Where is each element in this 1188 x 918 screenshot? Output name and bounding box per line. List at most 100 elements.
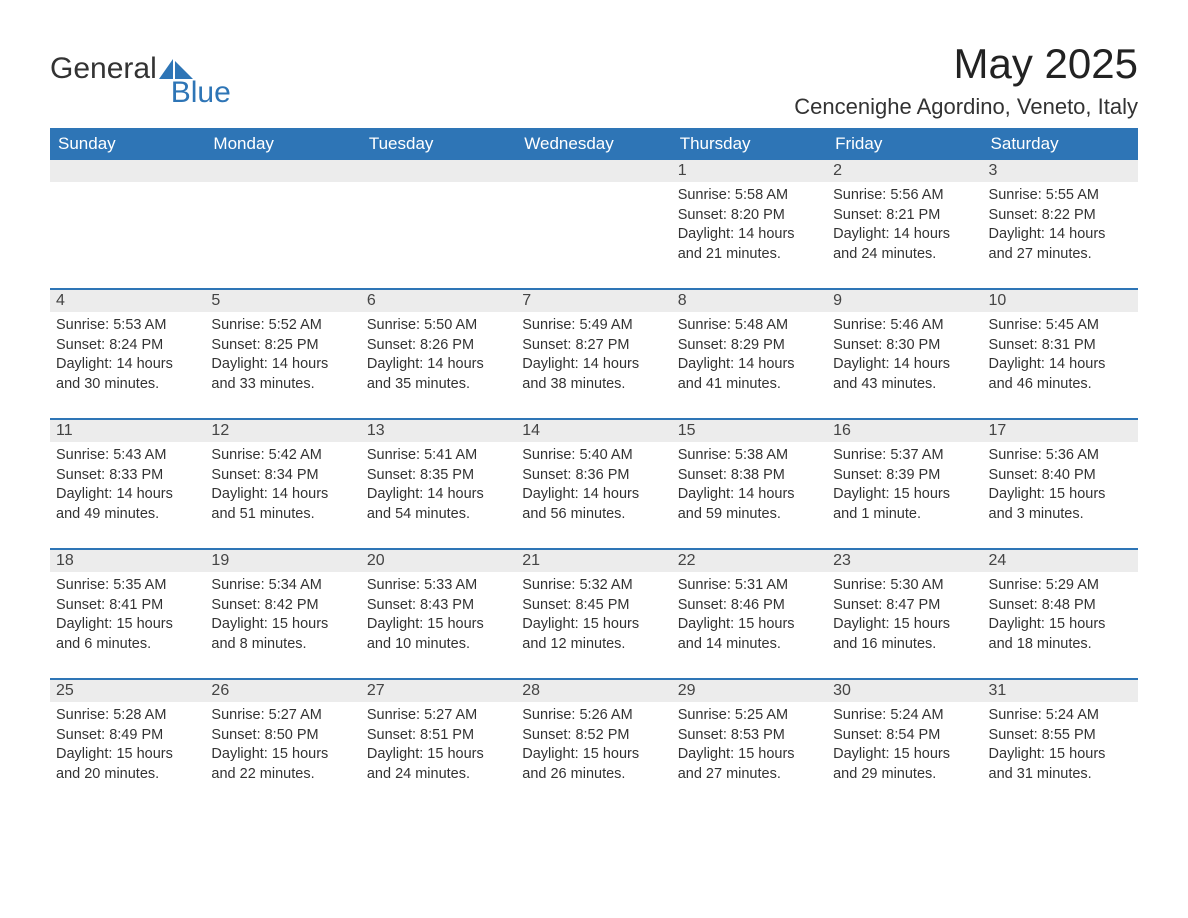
day-number: 31 — [983, 678, 1138, 702]
day-line-sunrise: Sunrise: 5:58 AM — [678, 186, 821, 206]
day-details: Sunrise: 5:34 AMSunset: 8:42 PMDaylight:… — [205, 572, 360, 662]
calendar-day-cell — [205, 160, 360, 288]
day-line-sunset: Sunset: 8:39 PM — [833, 466, 976, 486]
day-number: 3 — [983, 160, 1138, 182]
day-details: Sunrise: 5:37 AMSunset: 8:39 PMDaylight:… — [827, 442, 982, 532]
day-details: Sunrise: 5:41 AMSunset: 8:35 PMDaylight:… — [361, 442, 516, 532]
calendar-day-cell: 26Sunrise: 5:27 AMSunset: 8:50 PMDayligh… — [205, 678, 360, 808]
day-line-day1: Daylight: 14 hours — [522, 485, 665, 505]
day-line-sunset: Sunset: 8:47 PM — [833, 596, 976, 616]
day-line-day1: Daylight: 15 hours — [678, 615, 821, 635]
day-line-sunrise: Sunrise: 5:31 AM — [678, 576, 821, 596]
day-line-day2: and 6 minutes. — [56, 635, 199, 655]
day-line-sunrise: Sunrise: 5:32 AM — [522, 576, 665, 596]
day-details: Sunrise: 5:26 AMSunset: 8:52 PMDaylight:… — [516, 702, 671, 792]
day-line-day2: and 59 minutes. — [678, 505, 821, 525]
day-line-day2: and 18 minutes. — [989, 635, 1132, 655]
day-number — [50, 160, 205, 182]
calendar-week-row: 1Sunrise: 5:58 AMSunset: 8:20 PMDaylight… — [50, 160, 1138, 288]
day-line-day2: and 24 minutes. — [367, 765, 510, 785]
calendar-day-cell: 31Sunrise: 5:24 AMSunset: 8:55 PMDayligh… — [983, 678, 1138, 808]
day-details: Sunrise: 5:38 AMSunset: 8:38 PMDaylight:… — [672, 442, 827, 532]
col-header: Tuesday — [361, 128, 516, 160]
day-details: Sunrise: 5:52 AMSunset: 8:25 PMDaylight:… — [205, 312, 360, 402]
calendar-day-cell: 6Sunrise: 5:50 AMSunset: 8:26 PMDaylight… — [361, 288, 516, 418]
day-line-sunset: Sunset: 8:30 PM — [833, 336, 976, 356]
brand-logo: General Blue — [50, 52, 255, 86]
day-line-day2: and 31 minutes. — [989, 765, 1132, 785]
day-line-day1: Daylight: 14 hours — [56, 485, 199, 505]
day-line-sunset: Sunset: 8:40 PM — [989, 466, 1132, 486]
calendar-day-cell: 20Sunrise: 5:33 AMSunset: 8:43 PMDayligh… — [361, 548, 516, 678]
day-line-sunset: Sunset: 8:52 PM — [522, 726, 665, 746]
day-line-day2: and 24 minutes. — [833, 245, 976, 265]
day-number: 21 — [516, 548, 671, 572]
col-header: Monday — [205, 128, 360, 160]
calendar-day-cell: 16Sunrise: 5:37 AMSunset: 8:39 PMDayligh… — [827, 418, 982, 548]
logo-text-blue: Blue — [171, 76, 231, 110]
day-line-sunrise: Sunrise: 5:28 AM — [56, 706, 199, 726]
logo-text-general: General — [50, 52, 157, 86]
day-line-day1: Daylight: 15 hours — [211, 745, 354, 765]
day-line-sunset: Sunset: 8:51 PM — [367, 726, 510, 746]
calendar-day-cell: 9Sunrise: 5:46 AMSunset: 8:30 PMDaylight… — [827, 288, 982, 418]
title-block: May 2025 Cencenighe Agordino, Veneto, It… — [794, 40, 1138, 120]
calendar-day-cell: 5Sunrise: 5:52 AMSunset: 8:25 PMDaylight… — [205, 288, 360, 418]
calendar-week-row: 11Sunrise: 5:43 AMSunset: 8:33 PMDayligh… — [50, 418, 1138, 548]
day-line-day1: Daylight: 15 hours — [833, 485, 976, 505]
day-line-day1: Daylight: 15 hours — [56, 615, 199, 635]
day-number: 7 — [516, 288, 671, 312]
day-line-sunset: Sunset: 8:24 PM — [56, 336, 199, 356]
day-line-day2: and 10 minutes. — [367, 635, 510, 655]
day-details — [205, 182, 360, 272]
day-line-sunset: Sunset: 8:48 PM — [989, 596, 1132, 616]
day-line-day2: and 16 minutes. — [833, 635, 976, 655]
day-line-day1: Daylight: 14 hours — [678, 485, 821, 505]
day-details: Sunrise: 5:55 AMSunset: 8:22 PMDaylight:… — [983, 182, 1138, 272]
calendar-day-cell: 10Sunrise: 5:45 AMSunset: 8:31 PMDayligh… — [983, 288, 1138, 418]
day-details: Sunrise: 5:24 AMSunset: 8:54 PMDaylight:… — [827, 702, 982, 792]
day-line-sunrise: Sunrise: 5:36 AM — [989, 446, 1132, 466]
day-line-day2: and 20 minutes. — [56, 765, 199, 785]
calendar-day-cell: 27Sunrise: 5:27 AMSunset: 8:51 PMDayligh… — [361, 678, 516, 808]
calendar-day-cell: 11Sunrise: 5:43 AMSunset: 8:33 PMDayligh… — [50, 418, 205, 548]
day-line-day1: Daylight: 14 hours — [211, 485, 354, 505]
day-number: 19 — [205, 548, 360, 572]
day-line-sunset: Sunset: 8:54 PM — [833, 726, 976, 746]
day-line-sunset: Sunset: 8:29 PM — [678, 336, 821, 356]
day-line-day1: Daylight: 15 hours — [56, 745, 199, 765]
day-line-sunset: Sunset: 8:42 PM — [211, 596, 354, 616]
day-details: Sunrise: 5:32 AMSunset: 8:45 PMDaylight:… — [516, 572, 671, 662]
day-line-day2: and 14 minutes. — [678, 635, 821, 655]
day-line-sunset: Sunset: 8:20 PM — [678, 206, 821, 226]
day-line-day2: and 43 minutes. — [833, 375, 976, 395]
day-number: 8 — [672, 288, 827, 312]
day-line-sunrise: Sunrise: 5:43 AM — [56, 446, 199, 466]
calendar-day-cell: 18Sunrise: 5:35 AMSunset: 8:41 PMDayligh… — [50, 548, 205, 678]
calendar-day-cell: 28Sunrise: 5:26 AMSunset: 8:52 PMDayligh… — [516, 678, 671, 808]
day-line-day1: Daylight: 15 hours — [522, 745, 665, 765]
day-line-day1: Daylight: 15 hours — [367, 615, 510, 635]
day-details: Sunrise: 5:35 AMSunset: 8:41 PMDaylight:… — [50, 572, 205, 662]
day-line-sunrise: Sunrise: 5:38 AM — [678, 446, 821, 466]
day-line-sunrise: Sunrise: 5:52 AM — [211, 316, 354, 336]
calendar-day-cell: 1Sunrise: 5:58 AMSunset: 8:20 PMDaylight… — [672, 160, 827, 288]
day-line-sunset: Sunset: 8:21 PM — [833, 206, 976, 226]
calendar-day-cell: 24Sunrise: 5:29 AMSunset: 8:48 PMDayligh… — [983, 548, 1138, 678]
day-details: Sunrise: 5:30 AMSunset: 8:47 PMDaylight:… — [827, 572, 982, 662]
day-number: 28 — [516, 678, 671, 702]
day-line-day1: Daylight: 14 hours — [211, 355, 354, 375]
day-line-sunrise: Sunrise: 5:56 AM — [833, 186, 976, 206]
calendar-day-cell: 30Sunrise: 5:24 AMSunset: 8:54 PMDayligh… — [827, 678, 982, 808]
day-line-day2: and 22 minutes. — [211, 765, 354, 785]
day-number: 23 — [827, 548, 982, 572]
calendar-day-cell: 13Sunrise: 5:41 AMSunset: 8:35 PMDayligh… — [361, 418, 516, 548]
day-line-sunset: Sunset: 8:26 PM — [367, 336, 510, 356]
day-number: 6 — [361, 288, 516, 312]
day-line-sunrise: Sunrise: 5:42 AM — [211, 446, 354, 466]
day-line-sunrise: Sunrise: 5:35 AM — [56, 576, 199, 596]
day-line-day2: and 54 minutes. — [367, 505, 510, 525]
day-line-day1: Daylight: 14 hours — [367, 355, 510, 375]
page-header: General Blue May 2025 Cencenighe Agordin… — [50, 40, 1138, 120]
day-number — [516, 160, 671, 182]
